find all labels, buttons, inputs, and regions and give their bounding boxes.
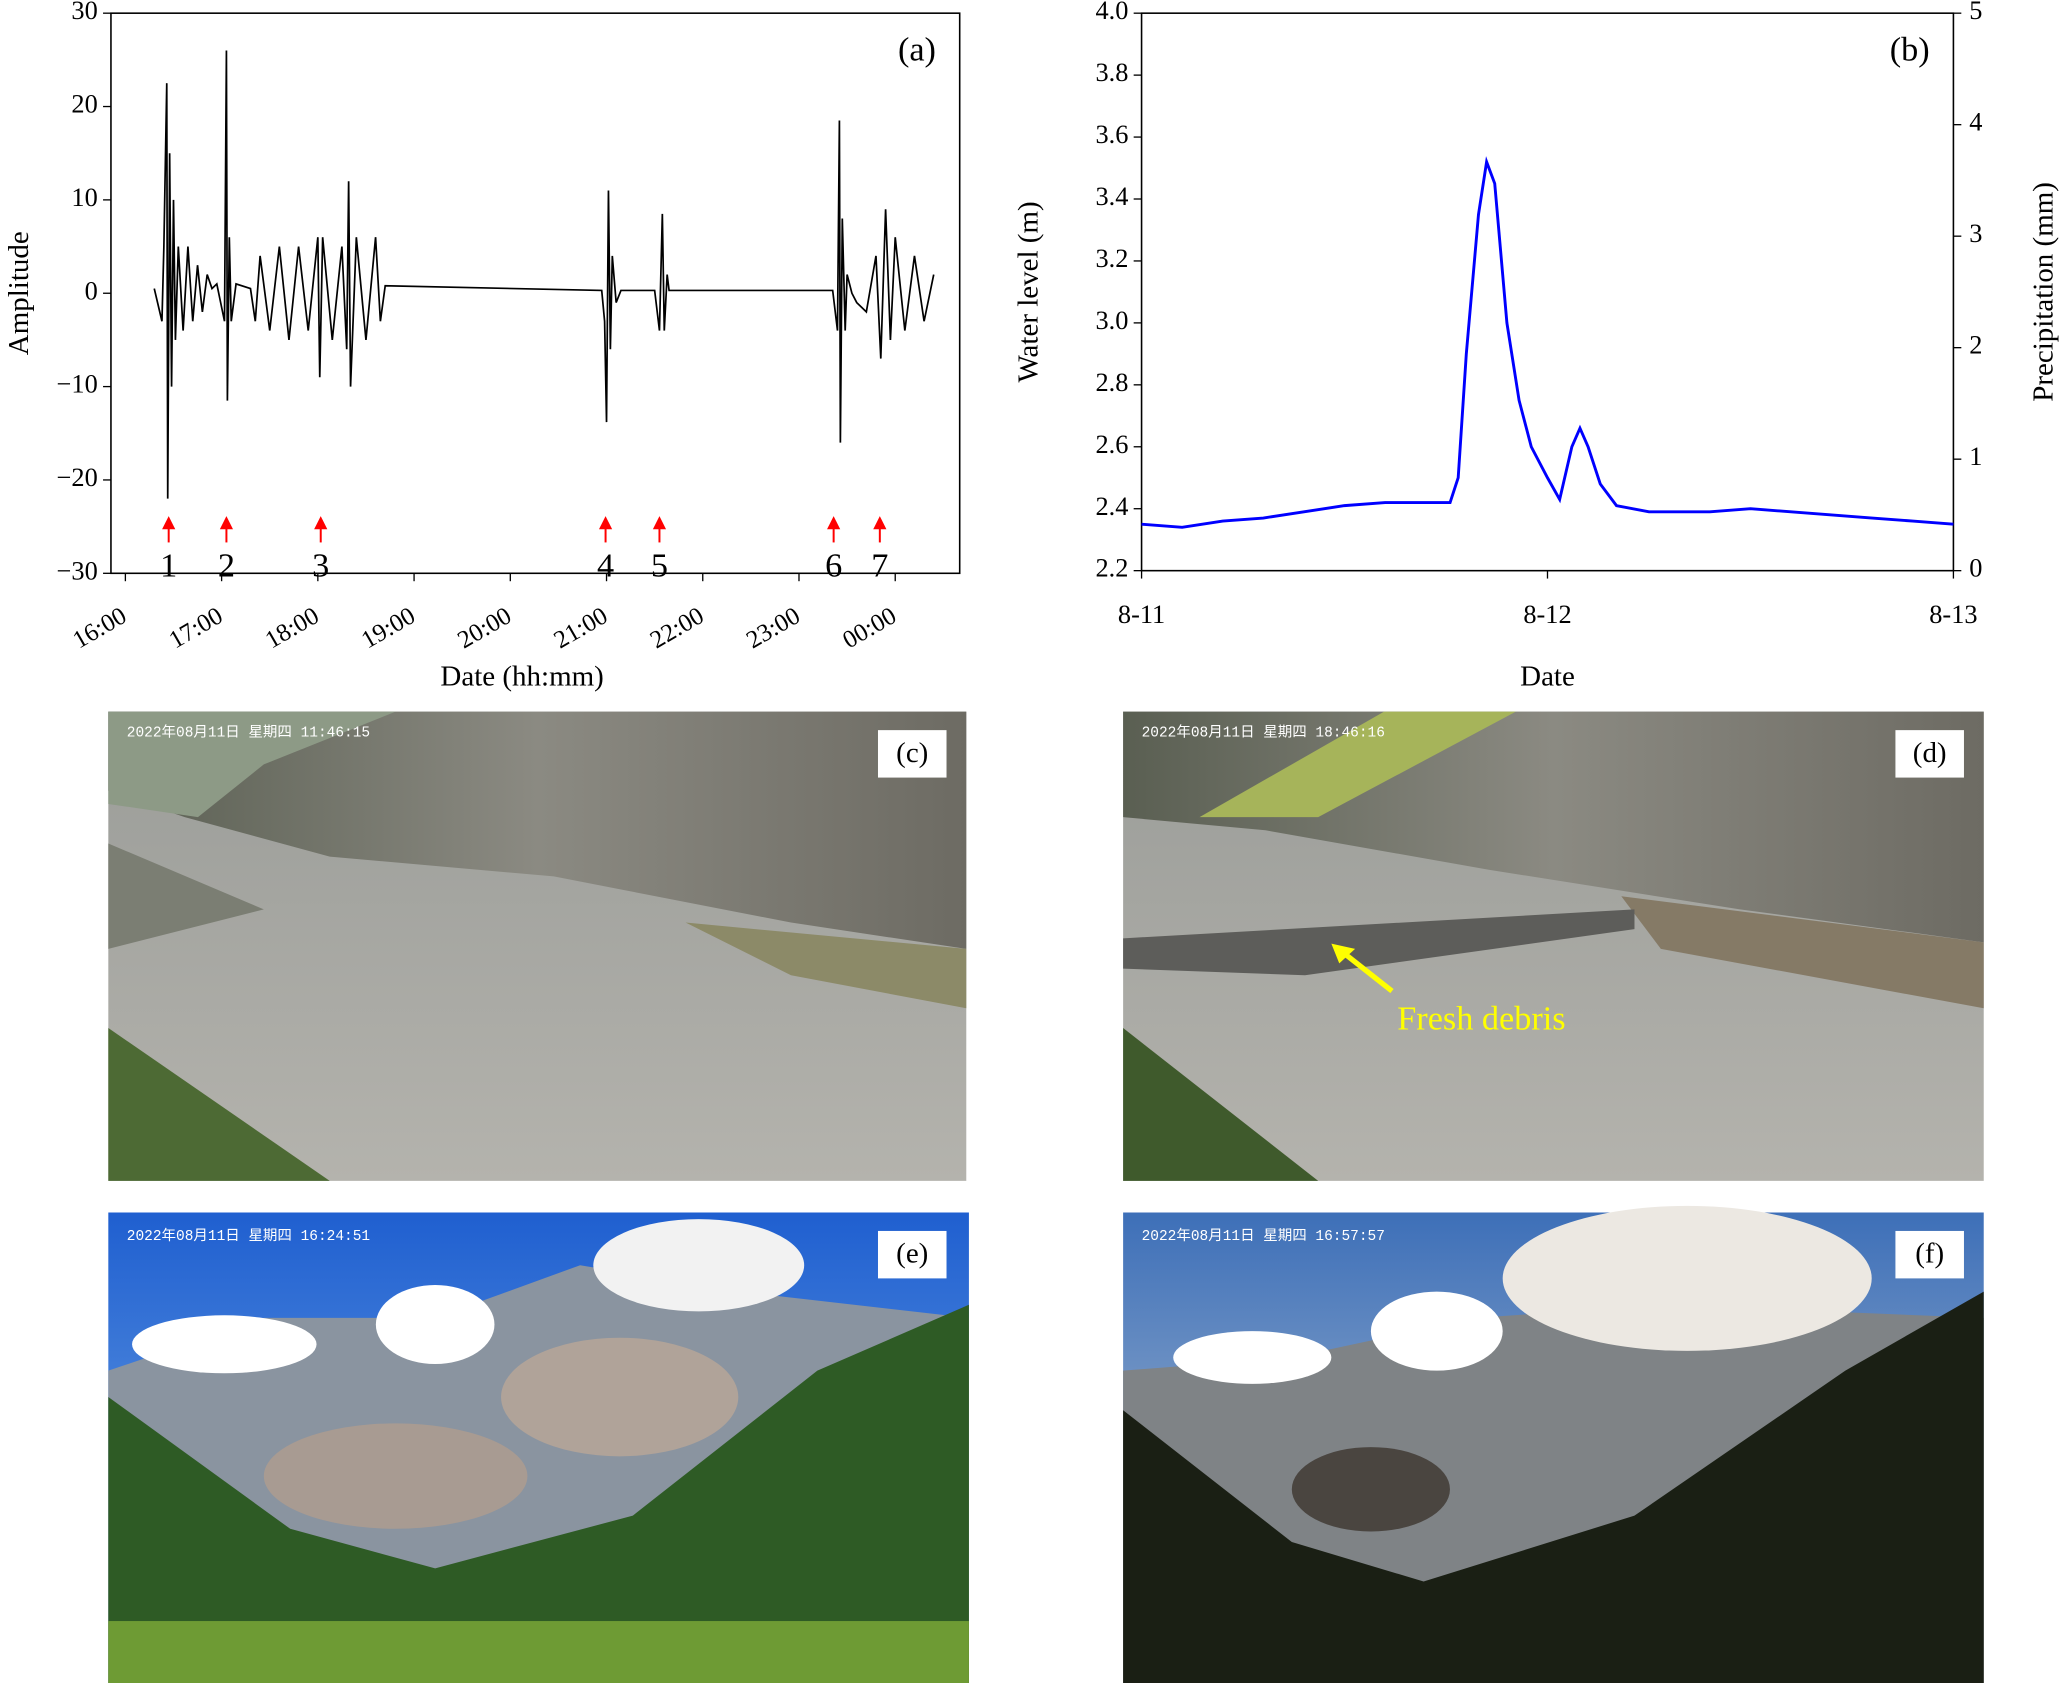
panel-label-box <box>1895 730 1964 778</box>
photo: Fresh debris 2022年08月11日 星期四 18:46:16 (d… <box>1123 711 1984 1181</box>
y-tick-label: −30 <box>57 556 98 585</box>
panel-label-box <box>877 1230 947 1279</box>
y-tick-label: −20 <box>57 463 98 492</box>
y2-tick-label: 4 <box>1969 108 1982 137</box>
panel-label-box <box>1895 1230 1964 1279</box>
event-arrowhead <box>162 516 176 530</box>
y2-tick-label: 2 <box>1969 331 1982 360</box>
annotation-arrow <box>1340 949 1394 994</box>
y-tick-label: 10 <box>71 183 97 212</box>
plot-frame <box>1140 12 1955 572</box>
y2-tick-label: 3 <box>1969 219 1982 248</box>
y-tick-label: 3.6 <box>1095 120 1128 149</box>
panel-label-box <box>877 730 947 778</box>
y-tick-label: 3.2 <box>1095 244 1128 273</box>
event-arrowhead <box>219 516 234 530</box>
event-arrowhead <box>827 516 841 530</box>
annotation-arrowhead <box>1331 943 1356 964</box>
panel-label: (b) <box>1890 31 1930 69</box>
annotation: Fresh debris <box>1397 999 1565 1037</box>
event-label: 1 <box>160 547 177 585</box>
timestamp: 2022年08月11日 星期四 16:57:57 <box>1142 1227 1385 1245</box>
x-tick-label: 16:00 <box>68 602 131 654</box>
event-label: 6 <box>825 547 842 585</box>
photo: 2022年08月11日 星期四 11:46:15 (c) <box>108 711 967 1181</box>
y2-tick-label: 1 <box>1969 442 1982 471</box>
photo: 2022年08月11日 星期四 16:57:57 (f) <box>1123 1205 1984 1683</box>
timestamp: 2022年08月11日 星期四 18:46:16 <box>1142 724 1385 742</box>
x-tick-label: 19:00 <box>357 602 420 654</box>
x-tick-label: 18:00 <box>261 602 324 654</box>
panel-label: (a) <box>898 31 936 69</box>
y-tick-label: 0 <box>85 276 98 305</box>
panel-label: (c) <box>896 737 928 769</box>
x-tick-label: 00:00 <box>838 602 901 654</box>
event-label: 5 <box>651 547 668 585</box>
panel-label: (f) <box>1915 1238 1944 1270</box>
x-tick-label: 8-11 <box>1118 600 1165 629</box>
event-arrowhead <box>652 516 667 530</box>
y-tick-label: 3.0 <box>1095 306 1128 335</box>
x-axis-label: Date (hh:mm) <box>440 660 603 692</box>
y-tick-label: 20 <box>71 90 97 119</box>
event-label: 3 <box>312 547 329 585</box>
x-tick-label: 8-12 <box>1523 600 1571 629</box>
y-tick-label: 4.0 <box>1095 0 1128 25</box>
y-tick-label: 30 <box>71 0 97 25</box>
event-arrowhead <box>873 516 887 530</box>
timestamp: 2022年08月11日 星期四 11:46:15 <box>127 724 370 742</box>
y2-tick-label: 0 <box>1969 554 1982 583</box>
data-line <box>153 50 935 499</box>
x-tick-label: 21:00 <box>550 602 613 654</box>
y-tick-label: 2.4 <box>1095 492 1128 521</box>
photo: 2022年08月11日 星期四 16:24:51 (e) <box>108 1212 969 1683</box>
x-tick-label: 17:00 <box>165 602 228 654</box>
panel-label: (d) <box>1913 737 1947 769</box>
event-label: 7 <box>871 547 888 585</box>
y-tick-label: −10 <box>57 370 98 399</box>
event-label: 2 <box>218 547 235 585</box>
timestamp: 2022年08月11日 星期四 16:24:51 <box>127 1227 370 1245</box>
y-tick-label: 2.2 <box>1095 554 1128 583</box>
y-axis-label: Water level (m) <box>1013 201 1045 382</box>
y-tick-label: 3.8 <box>1095 58 1128 87</box>
panel-label: (e) <box>896 1238 928 1270</box>
x-tick-label: 20:00 <box>453 602 516 654</box>
y-tick-label: 2.8 <box>1095 368 1128 397</box>
data-line <box>1141 156 1954 529</box>
y2-tick-label: 5 <box>1969 0 1982 25</box>
event-arrowhead <box>598 516 613 530</box>
y-tick-label: 2.6 <box>1095 430 1128 459</box>
y-tick-label: 3.4 <box>1095 182 1128 211</box>
x-tick-label: 22:00 <box>646 602 709 654</box>
y2-axis-label: Precipitation (mm) <box>2027 182 2059 402</box>
x-tick-label: 8-13 <box>1929 600 1977 629</box>
event-arrowhead <box>314 516 328 530</box>
y-axis-label: Amplitude <box>3 231 35 355</box>
x-tick-label: 23:00 <box>742 602 805 654</box>
x-axis-label: Date <box>1520 660 1575 692</box>
event-label: 4 <box>597 547 614 585</box>
